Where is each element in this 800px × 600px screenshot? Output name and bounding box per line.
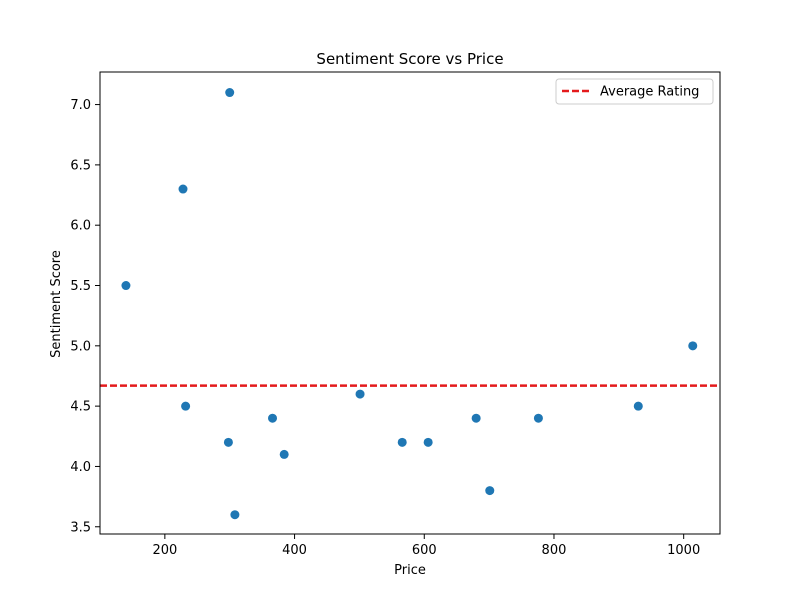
data-point — [181, 401, 191, 411]
data-point — [423, 437, 433, 447]
legend-label-average-rating: Average Rating — [600, 85, 699, 100]
y-tick-label: 6.0 — [70, 219, 91, 234]
chart-title: Sentiment Score vs Price — [316, 50, 503, 68]
y-tick-label: 3.5 — [70, 520, 91, 535]
x-tick-label: 1000 — [667, 543, 700, 558]
data-point — [121, 281, 131, 291]
x-tick-label: 800 — [542, 543, 567, 558]
x-tick-label: 200 — [152, 543, 177, 558]
data-point — [178, 184, 188, 194]
data-point — [485, 486, 495, 496]
data-points — [121, 88, 698, 520]
data-point — [230, 510, 240, 520]
x-tick-label: 600 — [412, 543, 437, 558]
data-point — [533, 413, 543, 423]
x-axis-label: Price — [394, 563, 426, 578]
y-tick-label: 4.5 — [70, 400, 91, 415]
axes-frame — [99, 71, 721, 535]
legend-box — [555, 78, 714, 105]
y-tick-label: 4.0 — [70, 460, 91, 475]
data-point — [279, 449, 289, 459]
y-axis-label: Sentiment Score — [49, 250, 64, 358]
data-point — [471, 413, 481, 423]
legend: Average Rating — [555, 78, 714, 105]
data-point — [268, 413, 278, 423]
y-tick-label: 5.0 — [70, 339, 91, 354]
data-point — [633, 401, 643, 411]
data-point — [225, 88, 235, 98]
y-tick-label: 6.5 — [70, 158, 91, 173]
data-point — [688, 341, 698, 351]
x-tick-label: 400 — [282, 543, 307, 558]
y-tick-label: 5.5 — [70, 279, 91, 294]
data-point — [355, 389, 365, 399]
y-axis-ticks: 3.5 4.0 4.5 5.0 5.5 6.0 6.5 7.0 — [70, 98, 100, 535]
y-tick-label: 7.0 — [70, 98, 91, 113]
x-axis-ticks: 200 400 600 800 1000 — [152, 534, 700, 558]
data-point — [397, 437, 407, 447]
data-point — [223, 437, 233, 447]
